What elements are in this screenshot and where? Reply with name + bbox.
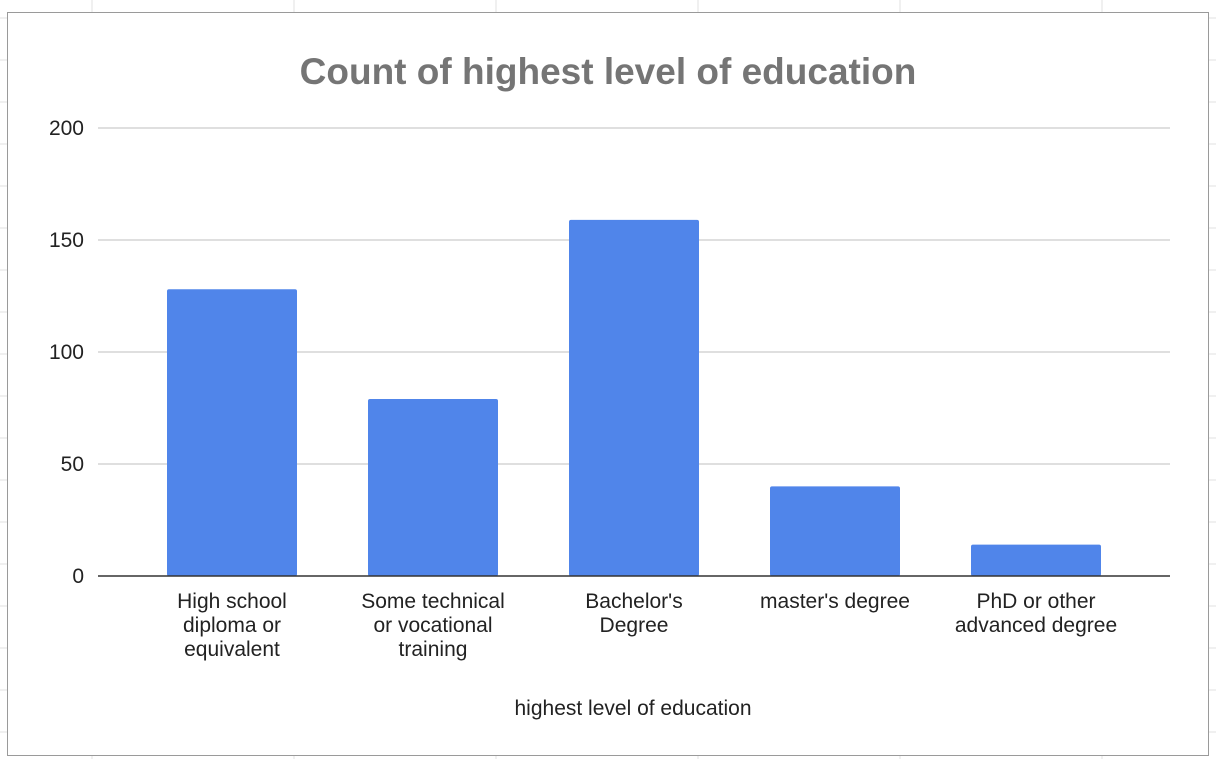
bar[interactable] <box>770 486 900 576</box>
bar[interactable] <box>368 399 498 576</box>
chart-container[interactable]: Count of highest level of education 0 50 1… <box>7 12 1209 756</box>
bar-chart: Count of highest level of education 0 50 1… <box>49 51 1170 720</box>
x-category-label: master's degree <box>760 590 910 613</box>
x-axis-category-labels: High school diploma or equivalent Some tech… <box>177 590 1117 661</box>
x-axis-title: highest level of education <box>515 697 752 720</box>
x-category-label: Bachelor's Degree <box>585 590 682 637</box>
bar[interactable] <box>569 219 699 576</box>
x-category-label: High school diploma or equivalent <box>177 590 287 661</box>
y-axis-tick-labels: 0 50 100 150 200 <box>49 117 84 588</box>
bars <box>167 219 1101 576</box>
x-category-label: Some technical or vocational training <box>361 590 505 661</box>
x-category-label: PhD or other advanced degree <box>955 590 1117 637</box>
y-tick-label: 150 <box>49 229 84 252</box>
bar[interactable] <box>971 544 1101 576</box>
chart-title: Count of highest level of education <box>300 51 917 92</box>
y-tick-label: 200 <box>49 117 84 140</box>
y-tick-label: 0 <box>72 565 84 588</box>
y-tick-label: 100 <box>49 341 84 364</box>
y-tick-label: 50 <box>61 453 84 476</box>
bar[interactable] <box>167 289 297 576</box>
